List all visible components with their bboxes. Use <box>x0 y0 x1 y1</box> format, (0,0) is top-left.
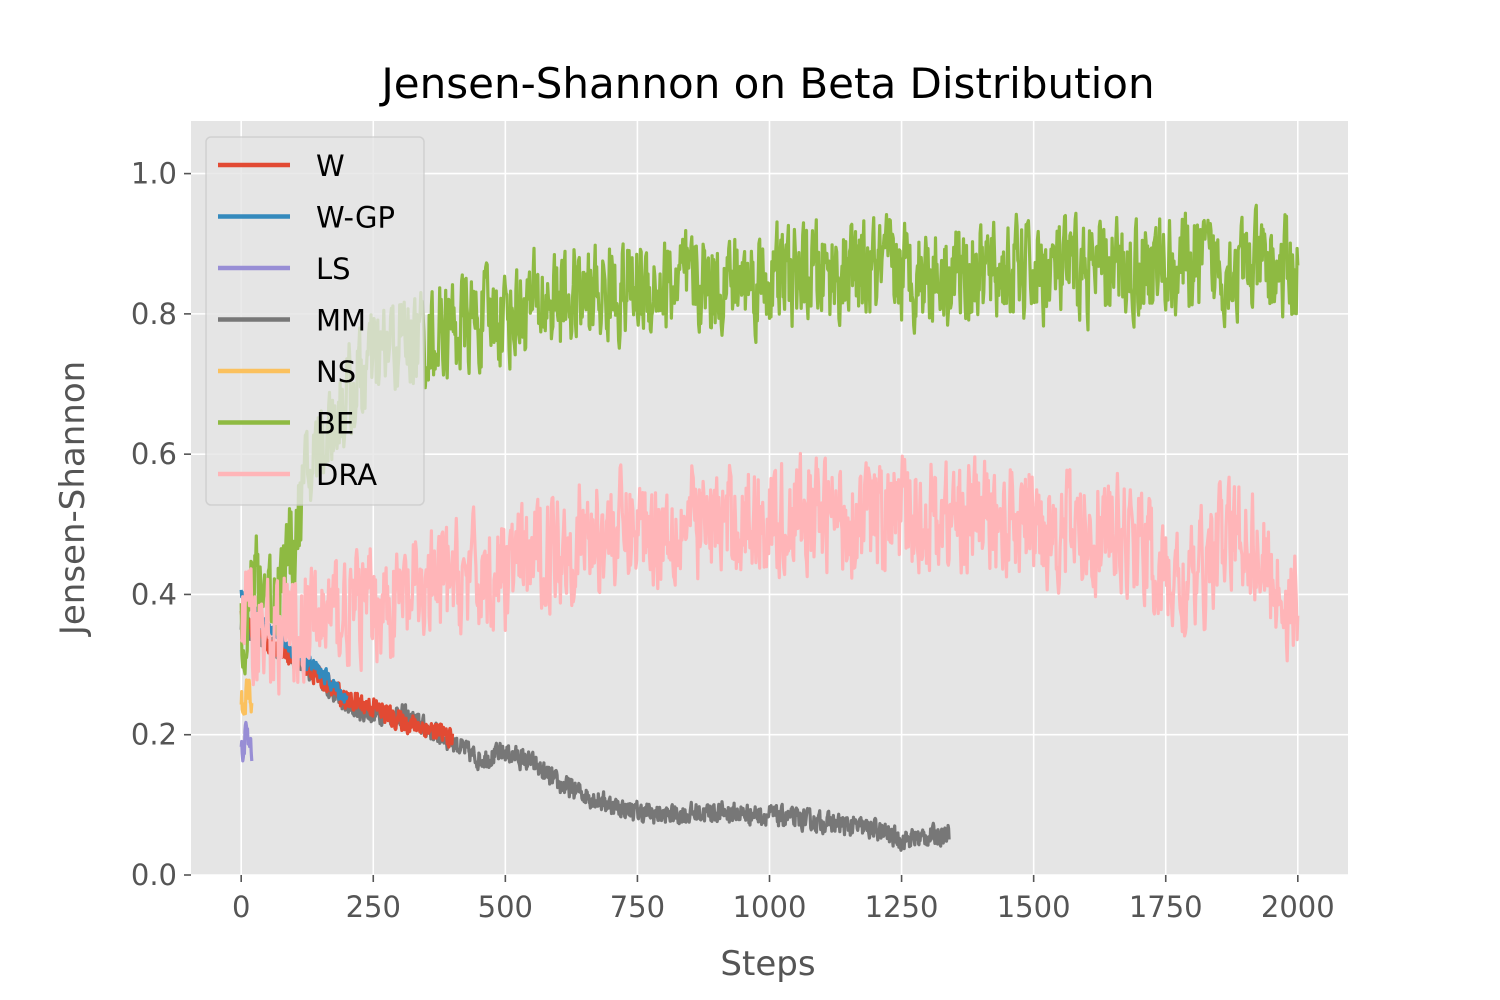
legend-label: NS <box>316 355 356 389</box>
axis-ticks: 0 250 500 750 1000 1250 1500 1750 2000 0.0 0.2 0.4 0… <box>131 157 1335 924</box>
series-line-ls <box>239 720 254 763</box>
chart-title: Jensen-Shannon on Beta Distribution <box>378 59 1154 108</box>
legend-label: BE <box>316 407 354 441</box>
x-tick-label: 750 <box>610 890 665 924</box>
series-line-dra <box>239 451 1300 696</box>
y-axis-title: Jensen-Shannon <box>53 361 93 637</box>
x-tick-label: 0 <box>232 890 250 924</box>
y-tick-label: 0.4 <box>131 577 177 611</box>
x-tick-label: 500 <box>478 890 533 924</box>
legend: W W-GP LS MM NS BE DRA <box>205 136 425 506</box>
x-tick-label: 1250 <box>865 890 939 924</box>
y-tick-label: 0.0 <box>131 858 177 892</box>
x-tick-label: 1500 <box>997 890 1071 924</box>
y-tick-label: 0.6 <box>131 437 177 471</box>
legend-label: W <box>316 149 345 183</box>
x-tick-label: 2000 <box>1261 890 1335 924</box>
x-tick-label: 1750 <box>1129 890 1203 924</box>
y-tick-label: 0.8 <box>131 297 177 331</box>
y-tick-label: 0.2 <box>131 718 177 752</box>
series-line-ns <box>239 678 254 716</box>
x-axis-title: Steps <box>720 944 815 984</box>
legend-label: LS <box>316 252 351 286</box>
legend-label: MM <box>316 304 366 338</box>
legend-label: DRA <box>316 458 377 492</box>
legend-label: W-GP <box>316 201 395 235</box>
x-tick-label: 250 <box>346 890 401 924</box>
legend-box <box>205 136 425 506</box>
series-line-w <box>239 607 455 749</box>
x-tick-label: 1000 <box>733 890 807 924</box>
y-tick-label: 1.0 <box>131 157 177 191</box>
